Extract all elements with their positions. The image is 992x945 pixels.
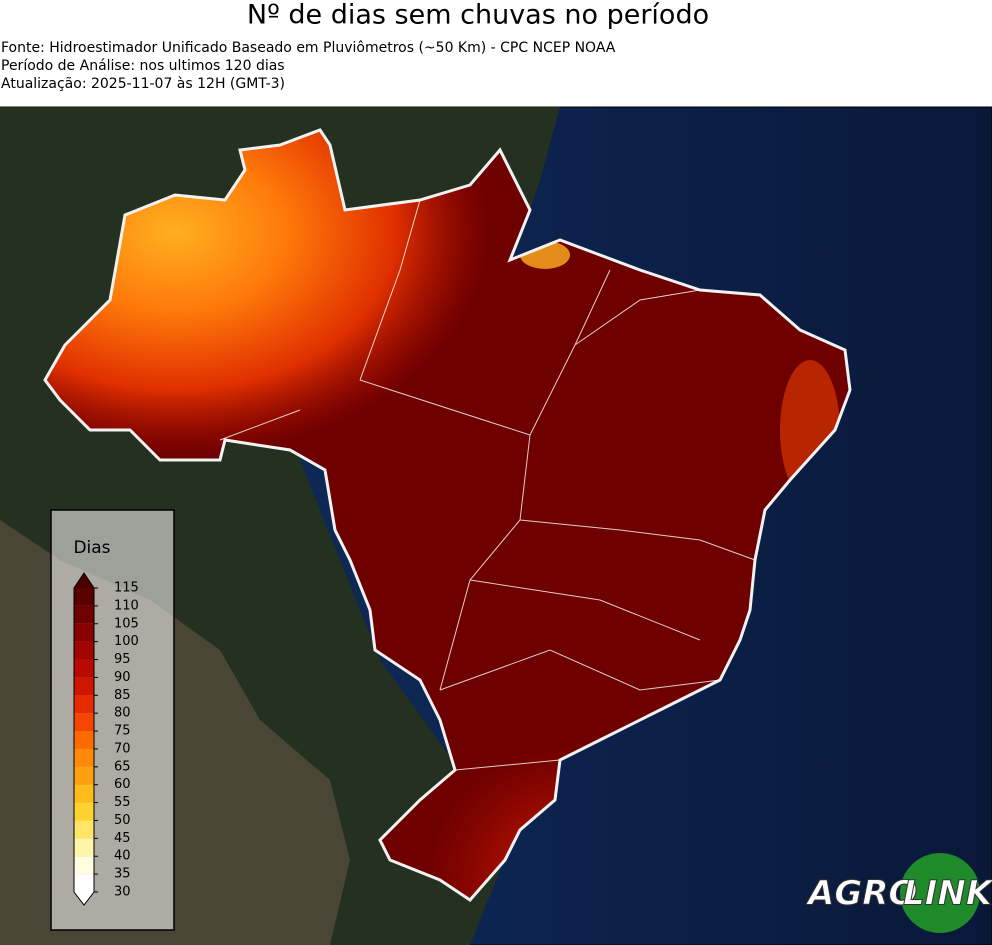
tick-label: 100 — [114, 634, 139, 649]
color-bin — [74, 677, 94, 696]
tick-label: 50 — [114, 813, 131, 828]
color-bin — [74, 856, 94, 875]
color-bin — [74, 766, 94, 785]
tick-label: 55 — [114, 795, 131, 810]
over-arrow — [74, 573, 94, 588]
color-bin — [74, 588, 94, 606]
tick-label: 65 — [114, 759, 131, 774]
logo: AGRO LINK — [805, 853, 992, 933]
tick-label: 75 — [114, 724, 131, 739]
tick-label: 30 — [114, 885, 131, 900]
color-bin — [74, 659, 94, 678]
tick-label: 115 — [114, 581, 139, 596]
logo-text: LINK — [903, 874, 992, 914]
color-bin — [74, 874, 94, 892]
subtitle: Período de Análise: nos ultimos 120 dias — [1, 58, 285, 74]
color-bin — [74, 623, 94, 642]
legend-title: Dias — [73, 538, 110, 558]
color-bin — [74, 784, 94, 803]
tick-label: 70 — [114, 741, 131, 756]
color-bin — [74, 731, 94, 749]
color-bin — [74, 695, 94, 714]
map — [0, 106, 992, 945]
legend-box — [50, 509, 175, 931]
color-bin — [74, 641, 94, 660]
color-bin — [74, 605, 94, 624]
title: Nº de dias sem chuvas no período — [247, 0, 709, 31]
tick-label: 80 — [114, 706, 131, 721]
colorbar: 30 35 40 45 50 55 60 65 70 75 80 85 90 95 100 105 110 115 — [73, 572, 139, 906]
tick-label: 45 — [114, 831, 131, 846]
tick-label: 85 — [114, 688, 131, 703]
color-bin — [74, 748, 94, 767]
tick-label: 105 — [114, 616, 139, 631]
tick-label: 90 — [114, 670, 131, 685]
under-arrow — [74, 892, 94, 905]
tick-label: 40 — [114, 849, 131, 864]
color-bin — [74, 802, 94, 821]
subtitle: Atualização: 2025-11-07 às 12H (GMT-3) — [1, 76, 285, 92]
tick-label: 60 — [114, 777, 131, 792]
color-bin — [74, 713, 94, 732]
logo-text: AGRO — [805, 874, 917, 914]
color-bin — [74, 838, 94, 857]
tick-label: 110 — [114, 598, 139, 613]
color-bin — [74, 820, 94, 839]
tick-label: 95 — [114, 652, 131, 667]
subtitle: Fonte: Hidroestimador Unificado Baseado … — [1, 40, 616, 56]
tick-label: 35 — [114, 867, 131, 882]
